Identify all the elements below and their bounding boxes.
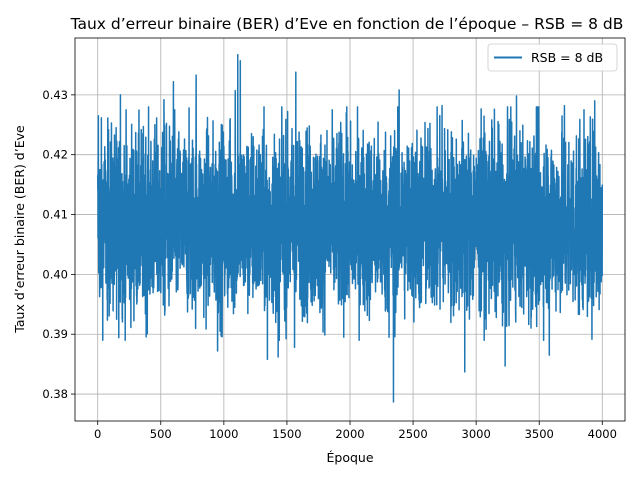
x-tick-label: 3000: [462, 427, 491, 441]
y-tick-label: 0.43: [42, 88, 68, 102]
y-axis-label: Taux d’erreur binaire (BER) d’Eve: [12, 125, 27, 334]
x-tick-label: 1500: [272, 427, 301, 441]
x-ticks: 0 500 1000 1500 2000 2500 3000 3500 4000: [94, 421, 617, 441]
x-tick-label: 1000: [209, 427, 238, 441]
chart-title: Taux d’erreur binaire (BER) d’Eve en fon…: [70, 15, 624, 33]
x-tick-label: 2500: [398, 427, 427, 441]
y-ticks: 0.38 0.39 0.40 0.41 0.42 0.43: [42, 88, 75, 401]
x-tick-label: 4000: [588, 427, 617, 441]
y-tick-label: 0.39: [42, 327, 68, 341]
legend-series-label: RSB = 8 dB: [531, 50, 603, 65]
x-tick-label: 0: [94, 427, 101, 441]
y-tick-label: 0.38: [42, 387, 68, 401]
x-tick-label: 500: [150, 427, 172, 441]
x-tick-label: 2000: [335, 427, 364, 441]
y-tick-label: 0.41: [42, 208, 68, 222]
x-axis-label: Époque: [326, 450, 373, 465]
y-tick-label: 0.42: [42, 148, 68, 162]
series-line-rsb-8db: [96, 54, 604, 403]
series-group: [96, 54, 604, 403]
x-tick-label: 3500: [525, 427, 554, 441]
legend: RSB = 8 dB: [487, 43, 618, 72]
y-tick-label: 0.40: [42, 267, 68, 281]
legend-box: [487, 43, 618, 72]
